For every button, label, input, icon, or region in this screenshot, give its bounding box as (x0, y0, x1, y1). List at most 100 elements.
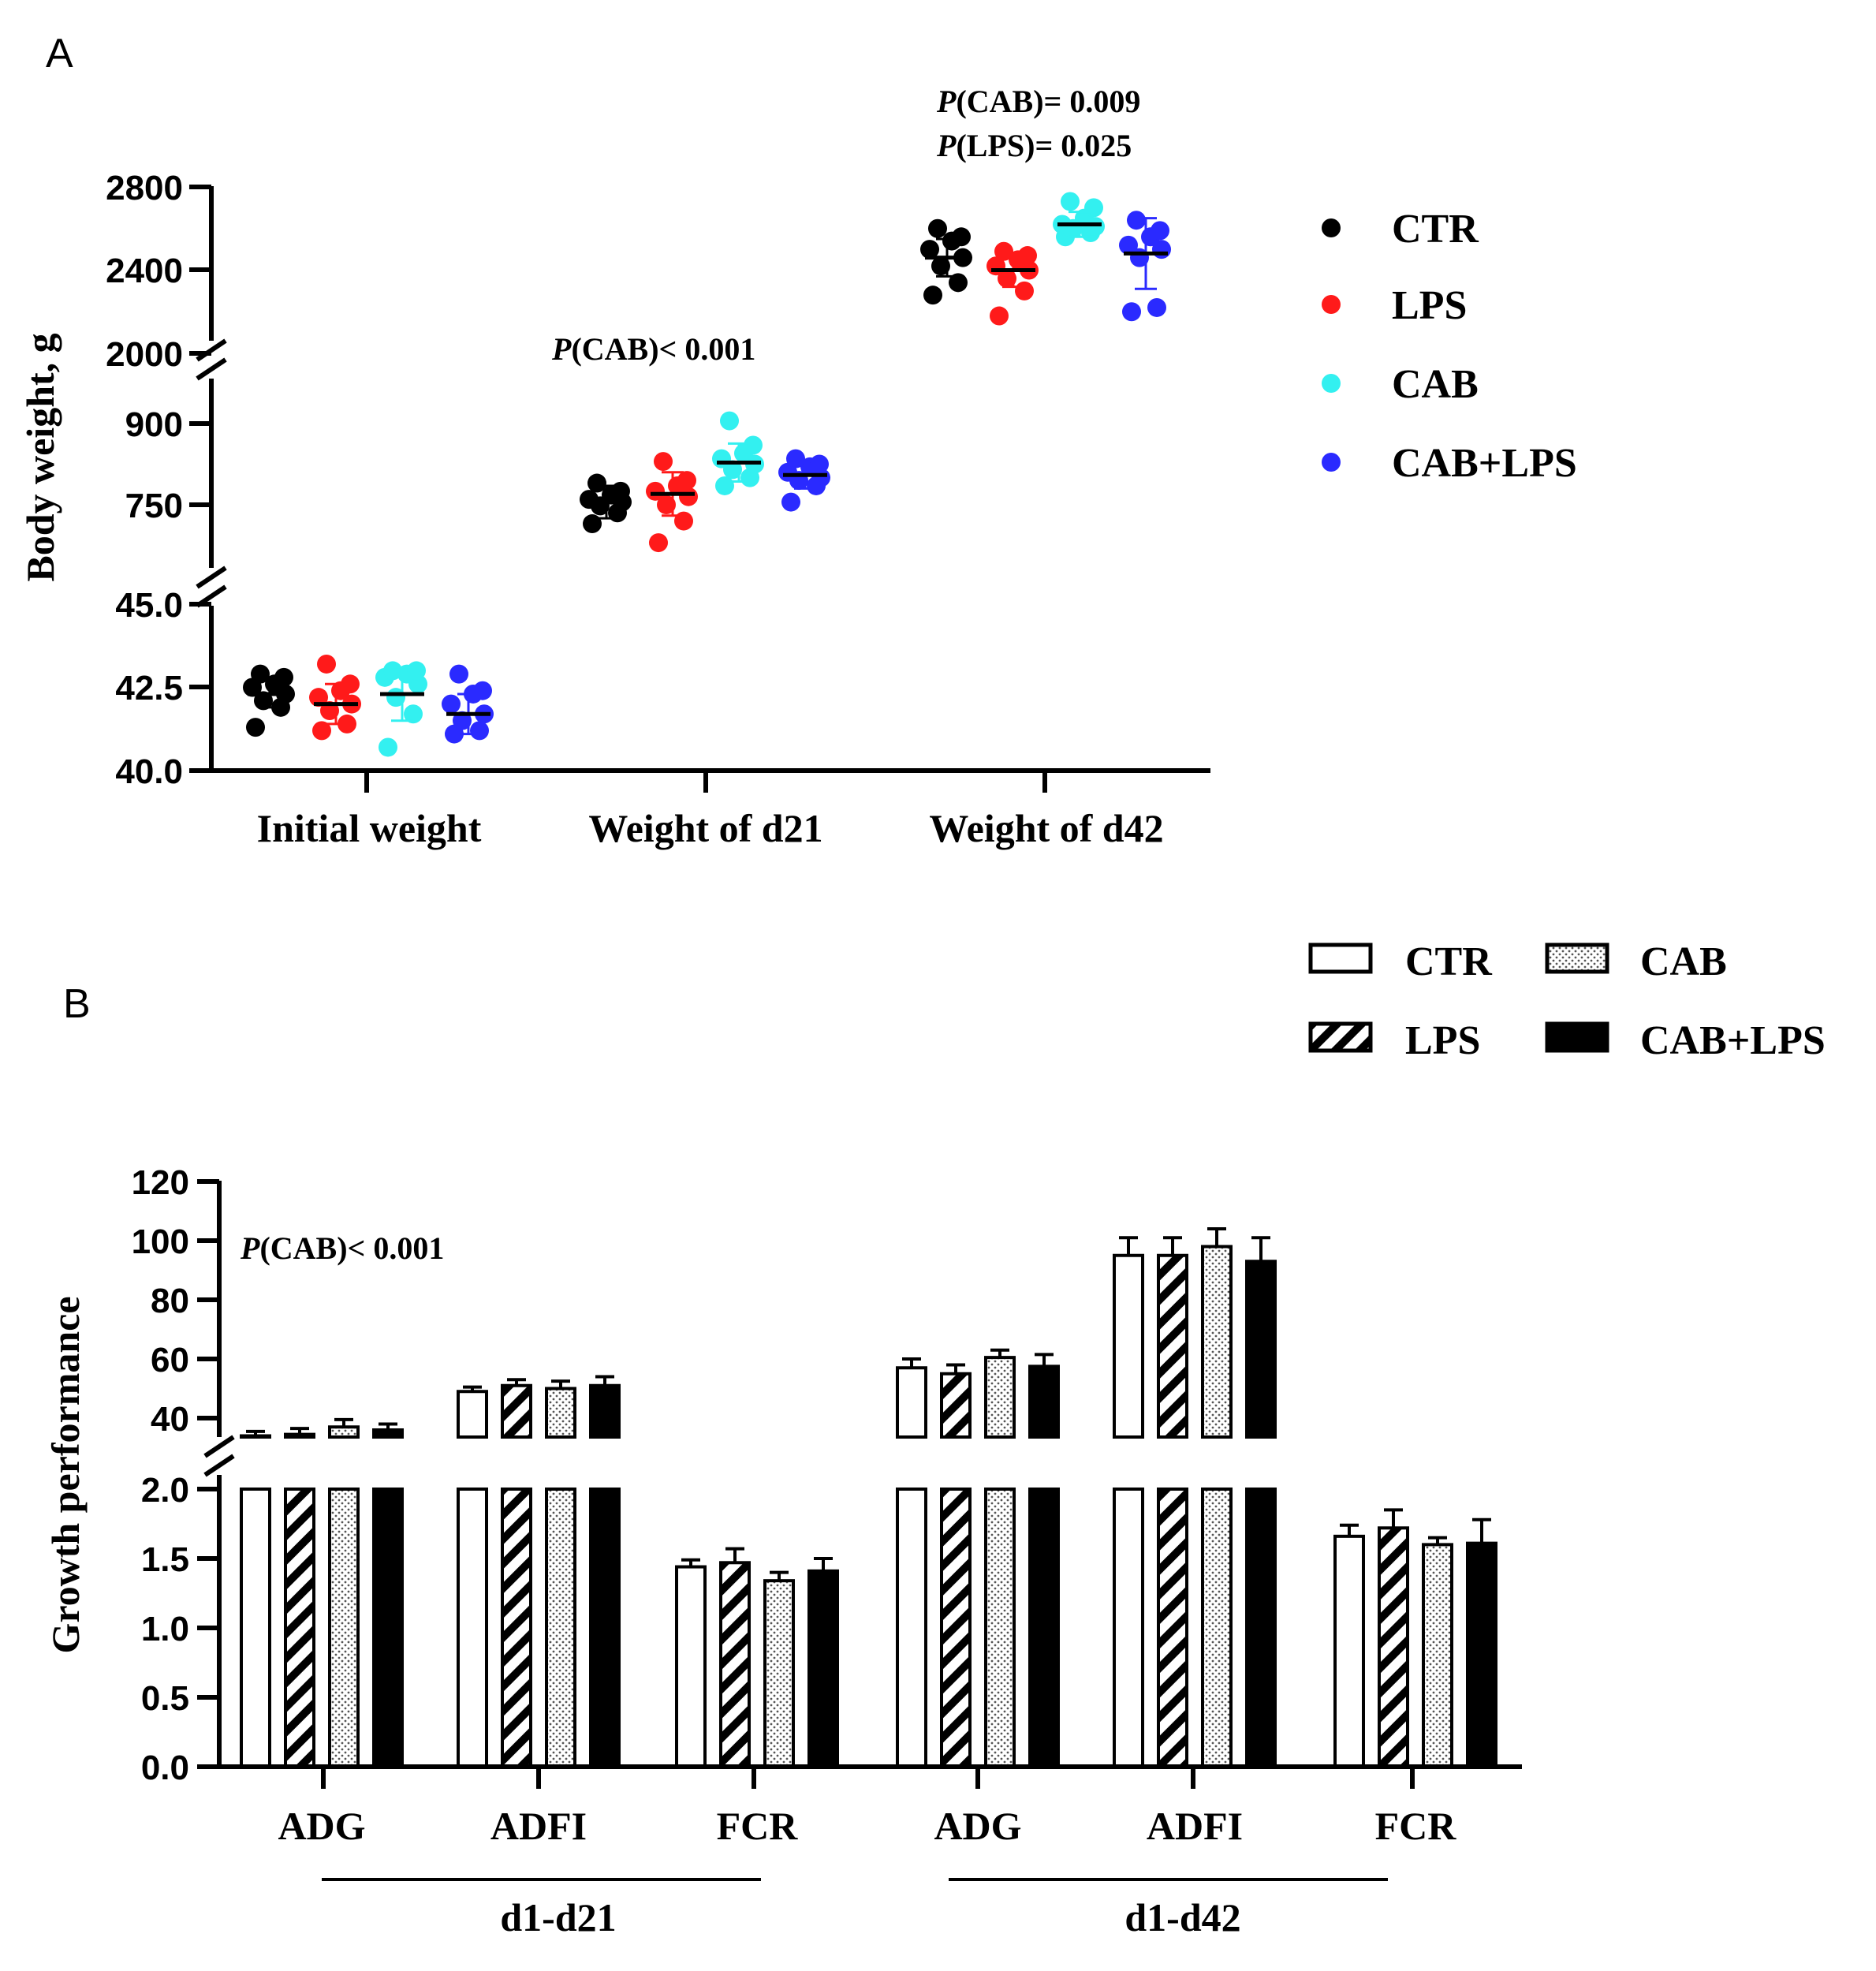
data-point-lps (317, 654, 336, 674)
bar-lps (1378, 1526, 1409, 1769)
data-point-lps (1018, 246, 1037, 266)
bar-lps-broken-part (1157, 1488, 1188, 1768)
panel-a-legend: CTR LPS CAB CAB+LPS (1322, 207, 1577, 486)
p-symbol: P (551, 331, 572, 367)
p-value-annotation: P(CAB)< 0.001 (240, 1230, 444, 1266)
axis-break-mark (196, 338, 227, 362)
bar-ctr (675, 1565, 707, 1769)
legend-label-lps: LPS (1392, 283, 1467, 328)
x-category-label: Initial weight (257, 806, 482, 850)
data-point-ctr (923, 286, 942, 305)
data-point-cab (1061, 192, 1080, 211)
y-tick-label: 80 (151, 1282, 189, 1320)
bar-ctr (1113, 1253, 1144, 1439)
data-point-lps (341, 674, 360, 694)
panel-b-x-axis (217, 1764, 1522, 1881)
p-value-annotation: P(LPS)= 0.025 (936, 128, 1132, 163)
data-point-lps (649, 533, 668, 553)
bar-ctr-broken-part (1113, 1488, 1144, 1768)
bar-cab-lps (1028, 1364, 1060, 1439)
p-value-text: (CAB)= 0.009 (956, 84, 1140, 119)
y-tick-label: 0.0 (141, 1749, 189, 1787)
data-point-cab-lps (442, 694, 461, 714)
data-point-lps (677, 471, 696, 491)
bar-ctr (457, 1390, 488, 1439)
legend-label-cab-lps: CAB+LPS (1392, 441, 1577, 486)
bar-cab-lps (1245, 1260, 1277, 1439)
y-tick-label: 45.0 (115, 586, 183, 625)
x-category-label: ADFI (490, 1804, 587, 1848)
y-tick-label: 2000 (106, 335, 183, 374)
data-point-cab-lps (781, 492, 800, 512)
y-tick-label: 0.5 (141, 1679, 189, 1718)
panel-b-y-axis-title: Growth performance (43, 1296, 88, 1653)
p-value-annotation: P(CAB)< 0.001 (551, 331, 755, 367)
y-tick-label: 40 (151, 1400, 189, 1439)
bar-ctr (240, 1434, 271, 1439)
data-point-ctr (251, 664, 270, 684)
group-label-d1-d42: d1-d42 (1124, 1895, 1240, 1939)
panel-a: A 2800 2400 2000 900 750 45.0 4 (18, 31, 1577, 850)
data-point-cab (715, 476, 734, 495)
data-point-lps (657, 495, 676, 514)
data-point-cab-lps (1151, 221, 1169, 241)
bar-cab (1422, 1543, 1453, 1769)
bar-cab-lps (1466, 1541, 1497, 1768)
panel-a-data-marks (243, 192, 1171, 757)
data-point-cab (404, 704, 423, 724)
bar-ctr (1333, 1534, 1365, 1768)
data-point-ctr (611, 481, 630, 501)
data-point-ctr (580, 490, 599, 510)
y-tick-label: 750 (125, 487, 183, 525)
p-symbol: P (240, 1230, 260, 1266)
y-tick-label: 42.5 (115, 669, 183, 707)
data-point-lps (312, 721, 331, 741)
bar-ctr-broken-part (457, 1488, 488, 1768)
data-point-cab-lps (1119, 235, 1138, 255)
panel-b: B CTR CAB LPS CAB+LPS (43, 939, 1826, 1939)
legend-label-cab-lps: CAB+LPS (1640, 1018, 1826, 1063)
legend-marker-ctr (1322, 218, 1341, 237)
bar-lps (284, 1432, 315, 1439)
bar-lps (940, 1372, 972, 1439)
panel-a-y-axis-title: Body weight, g (18, 333, 62, 581)
data-point-lps (1015, 281, 1034, 301)
panel-a-y-tick-labels: 2800 2400 2000 900 750 45.0 42.5 40.0 (106, 169, 183, 791)
group-label-d1-d21: d1-d21 (500, 1895, 616, 1939)
legend-swatch-cab-lps (1545, 1021, 1609, 1053)
y-tick-label: 2400 (106, 252, 183, 290)
p-symbol: P (936, 128, 957, 163)
y-tick-label: 60 (151, 1341, 189, 1379)
bar-cab (328, 1425, 360, 1439)
data-point-ctr (931, 256, 950, 276)
legend-swatch-cab (1545, 943, 1609, 974)
axis-break-mark (203, 1435, 235, 1458)
y-tick-label: 2.0 (141, 1471, 189, 1510)
data-point-lps (654, 452, 673, 472)
data-point-cab (720, 411, 739, 431)
data-point-lps (990, 306, 1009, 326)
data-point-ctr (274, 667, 293, 687)
bar-cab-lps (589, 1383, 621, 1439)
panel-b-letter: B (63, 981, 91, 1027)
data-point-cab-lps (470, 721, 489, 741)
data-point-cab-lps (786, 449, 805, 468)
data-point-cab-lps (1122, 302, 1141, 322)
data-point-cab-lps (473, 681, 492, 700)
legend-label-cab: CAB (1640, 939, 1727, 984)
bar-cab-broken-part (984, 1488, 1016, 1768)
bar-lps (719, 1561, 751, 1769)
y-tick-label: 900 (125, 405, 183, 444)
panel-a-x-axis (209, 768, 1210, 793)
bar-cab-broken-part (1201, 1488, 1233, 1768)
x-category-label: Weight of d42 (929, 806, 1163, 850)
bar-cab (984, 1356, 1016, 1439)
data-point-cab-lps (810, 454, 829, 474)
data-point-ctr (949, 273, 968, 293)
p-symbol: P (936, 84, 957, 119)
x-category-label: Weight of d21 (588, 806, 822, 850)
axis-break-mark (196, 357, 227, 381)
y-tick-label: 120 (132, 1163, 189, 1202)
p-value-text: (CAB)< 0.001 (259, 1230, 444, 1266)
bar-cab-lps-broken-part (589, 1488, 621, 1768)
